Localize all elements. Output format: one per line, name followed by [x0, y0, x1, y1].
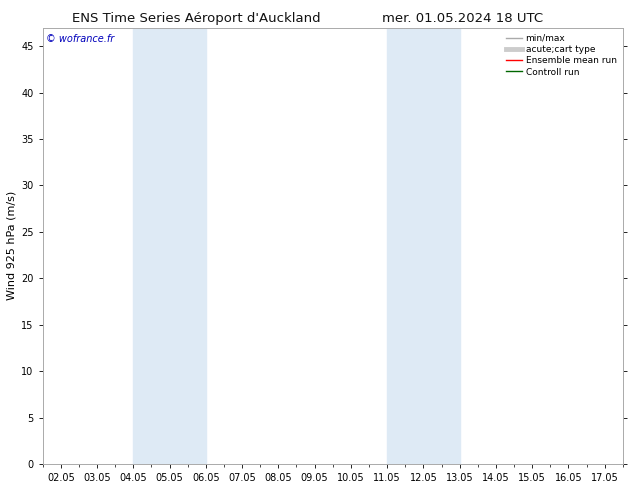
Text: mer. 01.05.2024 18 UTC: mer. 01.05.2024 18 UTC: [382, 12, 543, 25]
Y-axis label: Wind 925 hPa (m/s): Wind 925 hPa (m/s): [7, 191, 17, 300]
Legend: min/max, acute;cart type, Ensemble mean run, Controll run: min/max, acute;cart type, Ensemble mean …: [504, 32, 618, 78]
Text: © wofrance.fr: © wofrance.fr: [46, 34, 113, 44]
Bar: [387, 27, 460, 464]
Text: ENS Time Series Aéroport d'Auckland: ENS Time Series Aéroport d'Auckland: [72, 12, 321, 25]
Bar: [133, 27, 206, 464]
